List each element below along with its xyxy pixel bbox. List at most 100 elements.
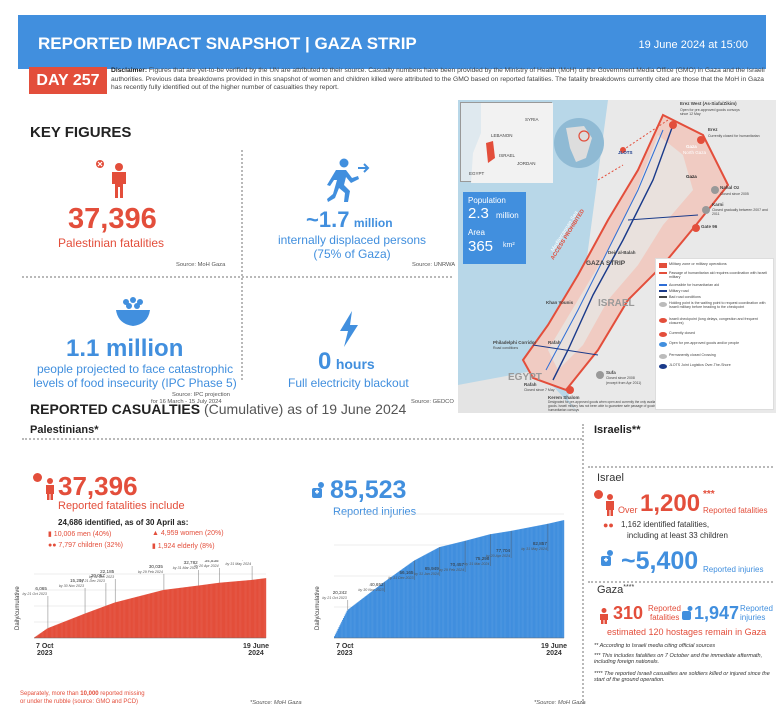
header-banner: REPORTED IMPACT SNAPSHOT | GAZA STRIP 19… xyxy=(18,15,766,69)
chart-bar xyxy=(44,629,46,638)
chart-bar xyxy=(549,523,551,638)
chart-bar xyxy=(440,546,443,638)
chart-bar xyxy=(97,608,99,638)
chart-bar xyxy=(471,539,473,638)
cas-identified: 24,686 identified, as of 30 April as: xyxy=(58,518,189,527)
electricity-source: Source: GEDCO xyxy=(411,399,454,405)
inset-lebanon: LEBANON xyxy=(491,133,513,138)
chart-bar xyxy=(409,563,411,638)
chart-bar xyxy=(188,586,190,638)
missing-footnote-1: Separately, more than xyxy=(20,691,81,697)
label-israel: ISRAEL xyxy=(598,298,635,309)
chart-bar xyxy=(387,579,389,638)
data-label: 20,057 xyxy=(91,573,105,578)
chart-bar xyxy=(533,526,535,638)
chart-bar xyxy=(80,615,82,638)
chart-bar xyxy=(490,534,492,638)
data-date-label: by 31 Jan 2024 xyxy=(414,572,439,576)
chart-bar xyxy=(505,531,507,638)
chart-bar xyxy=(555,521,558,638)
chart-bar xyxy=(39,633,41,638)
chart-bar xyxy=(114,602,116,638)
chart-bar xyxy=(542,524,544,638)
chart-bar xyxy=(234,581,236,638)
chart-bar xyxy=(559,520,561,638)
chart-bar xyxy=(263,578,265,638)
legend-swatch xyxy=(659,342,667,347)
area-label: Area xyxy=(468,228,485,237)
area-value: 365 xyxy=(468,238,494,255)
woman-icon: ▲ xyxy=(152,530,161,537)
chart-bar xyxy=(362,598,364,638)
chart-bar xyxy=(510,530,513,638)
cas-elderly: ▮ 1,924 elderly (8%) xyxy=(152,542,215,550)
chart-bar xyxy=(404,567,406,638)
chart-bar xyxy=(108,604,110,638)
chart-bar xyxy=(62,622,64,638)
chart-bar xyxy=(456,542,458,638)
cas-women: ▲ 4,959 women (20%) xyxy=(152,530,224,537)
inset-map: LEBANON SYRIA ISRAEL JORDAN EGYPT xyxy=(460,102,553,183)
chart-bar xyxy=(358,601,360,638)
casualties-subtitle: (Cumulative) as of 19 June 2024 xyxy=(203,401,407,417)
chart-bar xyxy=(526,527,528,638)
chart-bar xyxy=(510,530,512,638)
divider-casualties xyxy=(22,438,582,440)
chart-bar xyxy=(162,590,164,638)
fatalities-value: 37,396 xyxy=(68,203,157,235)
chart-bar xyxy=(146,594,148,638)
chart-bar xyxy=(251,579,253,638)
elderly-icon: ▮ xyxy=(152,543,158,550)
chart-bar xyxy=(528,527,530,638)
chart-bar xyxy=(478,537,480,638)
chart-bar xyxy=(449,544,451,638)
chart-bar xyxy=(173,588,175,638)
gaza-injuries-value: 1,947 xyxy=(694,603,740,623)
chart-bar xyxy=(195,585,197,638)
inset-jordan: JORDAN xyxy=(517,161,536,166)
chart-bar xyxy=(375,588,377,638)
chart-bar xyxy=(261,578,263,638)
chart-bar xyxy=(81,614,83,638)
chart-bar xyxy=(86,612,88,638)
legend-swatch xyxy=(659,364,667,369)
chart-bar xyxy=(457,542,459,638)
chart-bar xyxy=(36,635,38,638)
chart-bar xyxy=(167,589,169,638)
chart-bar xyxy=(529,527,531,638)
chart-bar xyxy=(502,532,505,638)
chart-bar xyxy=(171,588,173,638)
chart-bar xyxy=(437,547,439,638)
chart-bar xyxy=(237,581,239,638)
chart-bar xyxy=(244,580,246,638)
divider-gaza xyxy=(588,581,773,583)
chart-bar xyxy=(203,584,205,638)
chart-bar xyxy=(255,579,257,638)
cas-men: ▮ 10,006 men (40%) xyxy=(48,530,111,538)
chart-bar xyxy=(357,602,359,638)
label-kerem-shalom: Kerem Shalom xyxy=(548,395,580,400)
data-label: 6,065 xyxy=(35,586,47,591)
chart-bar xyxy=(349,608,351,638)
chart-bar xyxy=(205,584,207,638)
chart-bar xyxy=(380,584,382,638)
chart-bar xyxy=(439,547,441,638)
food-source-1: Source: IPC projection xyxy=(172,392,230,398)
chart-bar xyxy=(354,604,356,638)
chart-bar xyxy=(180,587,182,638)
chart-bar xyxy=(139,596,141,638)
data-date-label: by 30 Nov 2023 xyxy=(358,588,383,592)
legend-item: Currently closed xyxy=(669,331,695,335)
data-label: 75,298 xyxy=(475,556,489,561)
chart-bar xyxy=(140,595,142,638)
label-rafah-crossing: Rafah xyxy=(524,382,537,387)
chart-bar xyxy=(57,624,59,638)
label-gaza-strip: GAZA STRIP xyxy=(586,260,626,267)
divider-israel-top xyxy=(588,466,773,468)
chart-bar xyxy=(51,626,53,638)
chart-bar xyxy=(451,543,453,638)
israel-identified: 1,162 identified fatalities, xyxy=(621,520,710,529)
chart-bar xyxy=(246,580,249,638)
label-erez-note: Currently closed for humanitarian xyxy=(708,134,760,138)
chart-bar xyxy=(381,583,383,638)
